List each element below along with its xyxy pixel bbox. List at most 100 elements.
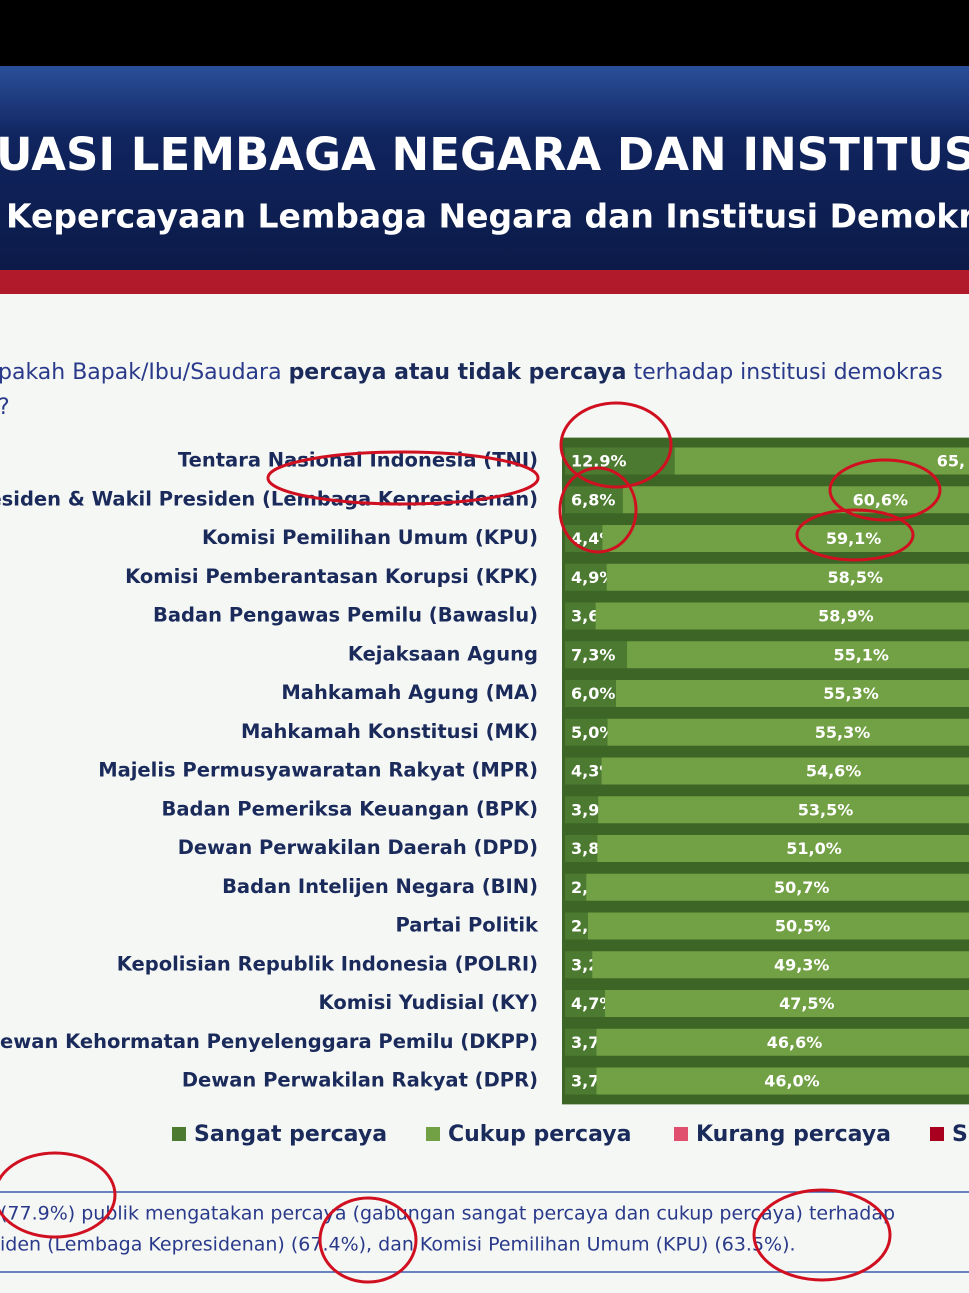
category-label: Majelis Permusyawaratan Rakyat (MPR)	[98, 759, 538, 782]
value-label: 6,0%	[571, 684, 615, 703]
legend-label: Sangat percaya	[194, 1122, 387, 1147]
value-label: 4,7%	[571, 994, 615, 1013]
annotation-circle	[318, 1196, 418, 1284]
footer-line: iden (Lembaga Kepresidenan) (67.4%), dan…	[0, 1234, 796, 1256]
legend-label: S	[952, 1122, 968, 1147]
bar-segment	[565, 951, 593, 979]
bar-segment	[595, 602, 969, 630]
value-label: 55,3%	[823, 684, 879, 703]
annotation-circle	[559, 401, 673, 489]
bar-segment	[602, 525, 969, 552]
legend-swatch	[674, 1127, 688, 1141]
bar-segment	[565, 757, 602, 785]
bar-segment	[565, 1028, 597, 1056]
category-label: Kepolisian Republik Indonesia (POLRI)	[117, 952, 538, 975]
value-label: 12,9%	[571, 452, 627, 471]
category-label: Dewan Perwakilan Daerah (DPD)	[178, 836, 538, 859]
bar-segment	[565, 796, 599, 824]
category-label: Partai Politik	[395, 914, 539, 937]
bar-segment	[604, 990, 969, 1017]
category-label: Komisi Yudisial (KY)	[319, 991, 538, 1014]
bar-segment	[565, 602, 596, 630]
bar-segment	[601, 757, 969, 785]
bar-segment	[565, 835, 598, 862]
value-label: 55,3%	[815, 723, 871, 742]
value-label: 54,6%	[806, 762, 862, 781]
bar-segment	[607, 718, 969, 746]
bar-segment	[592, 951, 969, 979]
category-label: Mahkamah Agung (MA)	[281, 681, 538, 704]
value-label: 47,5%	[779, 994, 835, 1013]
bar-segment	[565, 563, 607, 591]
legend-label: Cukup percaya	[448, 1122, 631, 1147]
category-label: Dewan Perwakilan Rakyat (DPR)	[182, 1069, 538, 1092]
bar-segment	[565, 680, 616, 707]
value-label: 55,1%	[833, 645, 889, 664]
value-label: 49,3%	[774, 955, 830, 974]
chart: Tentara Nasional Indonesia (TNI) 12,9% 65,…	[0, 437, 969, 1105]
value-label: 4,9%	[571, 568, 615, 587]
footer-line: (77.9%) publik mengatakan percaya (gabun…	[0, 1203, 895, 1225]
value-label: 58,9%	[818, 607, 874, 626]
bar-segment	[586, 873, 969, 901]
bar-segment	[616, 680, 969, 707]
value-label: 65,	[937, 452, 965, 471]
bar-segment	[565, 873, 587, 901]
question: pakah Bapak/Ibu/Saudara percaya atau tid…	[0, 360, 943, 385]
header-stripe	[0, 270, 969, 294]
value-label: 51,0%	[786, 839, 842, 858]
value-label: 53,5%	[798, 800, 854, 819]
bar-segment	[565, 486, 623, 514]
value-label: 58,5%	[828, 568, 884, 587]
top-band	[0, 0, 969, 66]
bar-segment	[597, 835, 969, 862]
bar-segment	[565, 912, 588, 940]
annotation-circle	[266, 450, 540, 506]
value-label: 46,6%	[767, 1033, 823, 1052]
category-label: Kejaksaan Agung	[348, 642, 538, 665]
value-label: 7,3%	[571, 645, 615, 664]
bar-segment	[596, 1028, 969, 1056]
legend-swatch	[172, 1127, 186, 1141]
category-label: Komisi Pemilihan Umum (KPU)	[202, 526, 538, 549]
legend-label: Kurang percaya	[696, 1122, 891, 1147]
value-label: 59,1%	[826, 529, 882, 548]
legend-swatch	[930, 1127, 944, 1141]
category-label: Badan Pemeriksa Keuangan (BPK)	[162, 797, 539, 820]
bar-segment	[598, 796, 969, 824]
annotation-circle	[795, 508, 915, 562]
annotation-circle	[828, 458, 942, 522]
bar-segment	[565, 990, 605, 1017]
header-subtitle: Kepercayaan Lembaga Negara dan Institusi…	[6, 197, 969, 236]
bar-segment	[596, 1067, 969, 1095]
header-title: UASI LEMBAGA NEGARA DAN INSTITUSI	[0, 128, 969, 181]
annotation-circle	[558, 466, 638, 554]
bar-segment	[565, 718, 608, 746]
header-bg	[0, 66, 969, 272]
category-label: Badan Pengawas Pemilu (Bawaslu)	[153, 604, 538, 627]
value-label: 50,7%	[774, 878, 830, 897]
bar-segment	[622, 486, 969, 514]
category-label: Dewan Kehormatan Penyelenggara Pemilu (D…	[0, 1030, 538, 1053]
legend: Sangat percaya Cukup percaya Kurang percay…	[172, 1122, 968, 1147]
value-label: 5,0%	[571, 723, 615, 742]
bar-segment	[606, 563, 969, 591]
annotation-circle	[0, 1151, 117, 1239]
category-label: Komisi Pemberantasan Korupsi (KPK)	[125, 565, 538, 588]
legend-swatch	[426, 1127, 440, 1141]
bar-segment	[627, 641, 969, 669]
bar-segment	[587, 912, 969, 940]
value-label: 50,5%	[775, 917, 831, 936]
question-part: percaya atau tidak percaya	[289, 360, 627, 385]
question-part: pakah Bapak/Ibu/Saudara	[0, 360, 289, 385]
question-part: terhadap institusi demokras	[627, 360, 943, 385]
bar-segment	[565, 1067, 597, 1095]
annotation-circle	[752, 1188, 892, 1282]
value-label: 6,8%	[571, 490, 615, 509]
bar-segment	[565, 641, 628, 669]
bar-segment	[674, 447, 969, 475]
question-line: ?	[0, 395, 10, 420]
category-label: Badan Intelijen Negara (BIN)	[222, 875, 538, 898]
